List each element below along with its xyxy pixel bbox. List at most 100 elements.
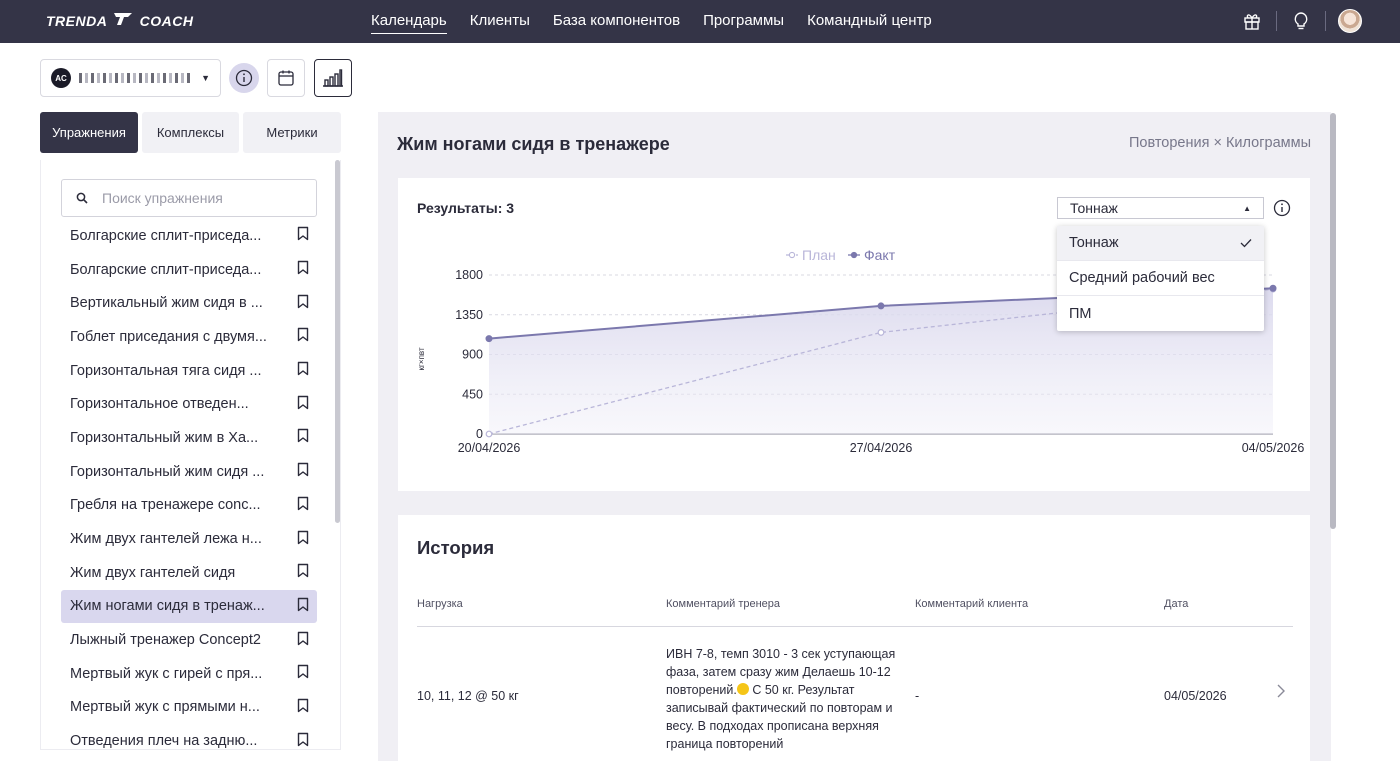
exercise-list-item[interactable]: Вертикальный жим сидя в ...	[61, 286, 317, 320]
coach-comment-text: повторений.	[666, 683, 737, 697]
exercise-list-item[interactable]: Болгарские сплит-приседа...	[61, 253, 317, 287]
y-axis-label: кг×пвт	[417, 347, 426, 370]
exercise-label: Жим двух гантелей лежа н...	[70, 531, 262, 548]
bookmark-icon[interactable]	[297, 226, 309, 245]
y-tick-label: 1800	[455, 268, 483, 282]
main-nav: Календарь Клиенты База компонентов Прогр…	[371, 12, 932, 34]
nav-item-calendar[interactable]: Календарь	[371, 12, 447, 34]
logo-text-left: TRENDA	[46, 13, 107, 29]
bookmark-icon[interactable]	[297, 597, 309, 616]
coach-comment-line: фаза, затем сразу жим Делаешь 10-12	[666, 665, 891, 679]
tab-exercises[interactable]: Упражнения	[40, 112, 138, 153]
exercise-label: Горизонтальный жим сидя ...	[70, 463, 265, 480]
exercise-list-item[interactable]: Жим ногами сидя в тренаж...	[61, 589, 317, 624]
exercise-list: Болгарские сплит-приседа... Болгарские сп…	[61, 219, 317, 749]
results-card: Результаты: 3 Тоннаж ▲ Тоннаж Средний ра…	[398, 178, 1310, 491]
bookmark-icon[interactable]	[297, 732, 309, 749]
legend-label: Факт	[864, 247, 896, 263]
exercise-list-item[interactable]: Горизонтальное отведен...	[61, 387, 317, 421]
metric-select[interactable]: Тоннаж ▲	[1057, 197, 1264, 219]
user-avatar[interactable]	[1338, 9, 1362, 33]
row-coach-comment: ИВН 7-8, темп 3010 - 3 сек уступающая фа…	[666, 645, 906, 753]
nav-item-clients[interactable]: Клиенты	[469, 12, 530, 29]
bookmark-icon[interactable]	[297, 563, 309, 582]
y-tick-label: 900	[462, 348, 483, 362]
column-header-load: Нагрузка	[417, 598, 463, 610]
chevron-right-icon[interactable]	[1276, 683, 1286, 704]
y-tick-label: 1350	[455, 308, 483, 322]
x-tick-label: 04/05/2026	[1242, 441, 1305, 455]
nav-item-components[interactable]: База компонентов	[552, 12, 681, 29]
metric-option-tonnage[interactable]: Тоннаж	[1057, 226, 1264, 261]
calendar-view-button[interactable]	[267, 59, 305, 97]
check-icon	[1240, 239, 1252, 248]
metric-select-value: Тоннаж	[1070, 200, 1118, 216]
stats-view-button[interactable]	[314, 59, 352, 97]
top-navbar: TRENDA COACH Календарь Клиенты База комп…	[0, 0, 1400, 43]
bookmark-icon[interactable]	[297, 327, 309, 346]
exercise-label: Горизонтальное отведен...	[70, 396, 249, 413]
exercise-search-input[interactable]	[102, 190, 282, 206]
bookmark-icon[interactable]	[297, 260, 309, 279]
lightbulb-icon[interactable]	[1289, 9, 1313, 33]
divider	[1325, 11, 1326, 31]
brand-logo[interactable]: TRENDA COACH	[46, 12, 193, 29]
row-client-comment: -	[915, 689, 920, 703]
bookmark-icon[interactable]	[297, 395, 309, 414]
nav-item-programs[interactable]: Программы	[703, 12, 785, 29]
bookmark-icon[interactable]	[297, 631, 309, 650]
client-info-button[interactable]	[229, 63, 259, 93]
exercise-label: Горизонтальный жим в Ха...	[70, 429, 259, 446]
client-initials-badge: AC	[51, 68, 71, 88]
bookmark-icon[interactable]	[297, 530, 309, 549]
main-scrollbar[interactable]	[1330, 113, 1336, 529]
coach-comment-line: весу. В подходах прописана верхняя	[666, 719, 879, 733]
exercise-search	[61, 179, 317, 217]
exercise-list-item[interactable]: Отведения плеч на задню...	[61, 724, 317, 749]
caret-up-icon: ▲	[1243, 203, 1251, 213]
client-selector[interactable]: AC ▼	[40, 59, 221, 97]
logo-mark-icon	[113, 12, 133, 29]
coach-comment-text: С 50 кг. Результат	[748, 683, 855, 697]
top-icons	[1240, 9, 1362, 33]
exercise-title: Жим ногами сидя в тренажере	[397, 134, 670, 154]
nav-item-command-center[interactable]: Командный центр	[807, 12, 932, 29]
exercise-label: Вертикальный жим сидя в ...	[70, 295, 263, 312]
metric-option-avg-weight[interactable]: Средний рабочий вес	[1057, 261, 1264, 296]
exercise-list-item[interactable]: Гоблет приседания с двумя...	[61, 320, 317, 354]
coach-comment-line: повторений. С 50 кг. Результат	[666, 681, 906, 699]
exercise-list-item[interactable]: Гребля на тренажере conc...	[61, 489, 317, 523]
exercise-label: Мертвый жук с гирей с пря...	[70, 665, 263, 682]
exercise-list-item[interactable]: Болгарские сплит-приседа...	[61, 219, 317, 253]
bookmark-icon[interactable]	[297, 698, 309, 717]
exercise-list-item[interactable]: Горизонтальный жим в Ха...	[61, 421, 317, 455]
bookmark-icon[interactable]	[297, 664, 309, 683]
bookmark-icon[interactable]	[297, 294, 309, 313]
coach-comment-line: граница повторений	[666, 737, 784, 751]
tab-metrics[interactable]: Метрики	[243, 112, 341, 153]
exercise-list-item[interactable]: Лыжный тренажер Concept2	[61, 623, 317, 657]
exercise-list-item[interactable]: Жим двух гантелей сидя	[61, 556, 317, 590]
exercise-label: Мертвый жук с прямыми н...	[70, 699, 260, 716]
bookmark-icon[interactable]	[297, 462, 309, 481]
y-tick-label: 0	[476, 427, 483, 441]
row-load: 10, 11, 12 @ 50 кг	[417, 689, 519, 703]
exercise-list-scrollbar[interactable]	[335, 160, 340, 523]
exercise-list-item[interactable]: Горизонтальная тяга сидя ...	[61, 354, 317, 388]
metric-option-1rm[interactable]: ПМ	[1057, 296, 1264, 331]
gift-icon[interactable]	[1240, 9, 1264, 33]
legend-swatch-dot	[850, 251, 858, 259]
exercise-list-item[interactable]: Жим двух гантелей лежа н...	[61, 522, 317, 556]
info-icon[interactable]	[1272, 198, 1292, 218]
bookmark-icon[interactable]	[297, 496, 309, 515]
bookmark-icon[interactable]	[297, 428, 309, 447]
exercise-list-item[interactable]: Горизонтальный жим сидя ...	[61, 455, 317, 489]
bookmark-icon[interactable]	[297, 361, 309, 380]
tab-complexes[interactable]: Комплексы	[142, 112, 239, 153]
divider	[1276, 11, 1277, 31]
exercise-list-item[interactable]: Мертвый жук с прямыми н...	[61, 691, 317, 725]
exercise-list-item[interactable]: Мертвый жук с гирей с пря...	[61, 657, 317, 691]
x-tick-label: 20/04/2026	[458, 441, 521, 455]
data-point-plan	[877, 329, 885, 336]
results-count: Результаты: 3	[417, 200, 515, 216]
